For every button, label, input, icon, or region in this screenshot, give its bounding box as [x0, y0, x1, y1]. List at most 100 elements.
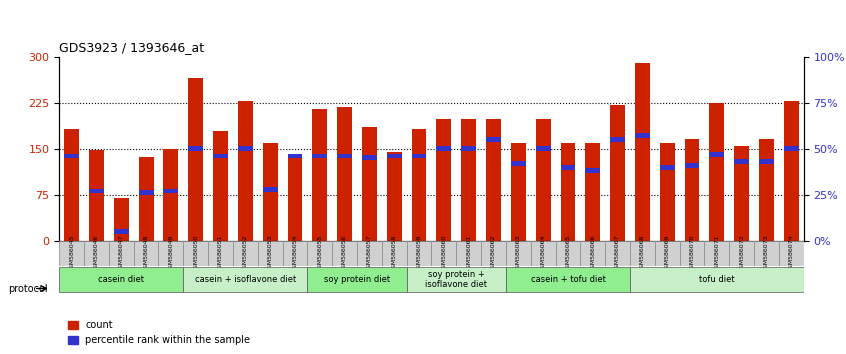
Bar [64, 129, 79, 241]
Bar [660, 165, 674, 170]
Bar [387, 152, 402, 241]
Text: GSM586061: GSM586061 [466, 234, 471, 272]
FancyBboxPatch shape [184, 267, 307, 292]
Bar [561, 165, 575, 170]
Bar [784, 146, 799, 151]
Text: soy protein diet: soy protein diet [324, 275, 390, 284]
Text: GSM586052: GSM586052 [243, 234, 248, 272]
FancyBboxPatch shape [456, 241, 481, 266]
FancyBboxPatch shape [158, 241, 184, 266]
Text: GSM586063: GSM586063 [516, 234, 521, 272]
Text: GSM586073: GSM586073 [764, 234, 769, 272]
Text: soy protein +
isoflavone diet: soy protein + isoflavone diet [426, 270, 487, 289]
Text: GSM586055: GSM586055 [317, 234, 322, 272]
Bar [412, 129, 426, 241]
Text: protocol: protocol [8, 284, 48, 293]
Text: GSM586062: GSM586062 [491, 234, 496, 272]
Text: GSM586068: GSM586068 [640, 234, 645, 272]
Text: GDS3923 / 1393646_at: GDS3923 / 1393646_at [59, 41, 205, 54]
FancyBboxPatch shape [332, 241, 357, 266]
Bar [89, 189, 104, 194]
Bar [213, 154, 228, 159]
Text: GSM586065: GSM586065 [565, 234, 570, 272]
Bar [710, 103, 724, 241]
Bar [263, 187, 277, 192]
Bar [561, 143, 575, 241]
Bar [312, 154, 327, 159]
Bar [189, 146, 203, 151]
Bar [486, 137, 501, 142]
FancyBboxPatch shape [59, 267, 184, 292]
Text: GSM586071: GSM586071 [714, 234, 719, 272]
Bar [189, 78, 203, 241]
Bar [263, 143, 277, 241]
Bar [585, 168, 600, 173]
Text: GSM586057: GSM586057 [367, 234, 372, 272]
Text: tofu diet: tofu diet [699, 275, 734, 284]
FancyBboxPatch shape [779, 241, 804, 266]
FancyBboxPatch shape [382, 241, 407, 266]
Bar [238, 146, 253, 151]
Bar [362, 127, 376, 241]
Bar [660, 143, 674, 241]
Bar [684, 139, 700, 241]
FancyBboxPatch shape [431, 241, 456, 266]
Bar [710, 152, 724, 157]
Bar [734, 145, 749, 241]
FancyBboxPatch shape [357, 241, 382, 266]
FancyBboxPatch shape [506, 267, 630, 292]
FancyBboxPatch shape [407, 241, 431, 266]
Bar [437, 146, 451, 151]
Text: GSM586056: GSM586056 [342, 234, 347, 272]
Text: GSM586048: GSM586048 [144, 234, 149, 272]
Bar [536, 146, 551, 151]
FancyBboxPatch shape [208, 241, 233, 266]
FancyBboxPatch shape [481, 241, 506, 266]
FancyBboxPatch shape [530, 241, 556, 266]
Text: GSM586060: GSM586060 [442, 234, 447, 272]
Text: GSM586070: GSM586070 [689, 234, 695, 272]
Text: GSM586074: GSM586074 [788, 234, 794, 272]
Bar [585, 143, 600, 241]
FancyBboxPatch shape [679, 241, 705, 266]
Text: GSM586050: GSM586050 [193, 234, 198, 272]
Bar [288, 154, 302, 159]
Text: GSM586049: GSM586049 [168, 234, 173, 272]
Text: GSM586072: GSM586072 [739, 234, 744, 272]
Text: casein + isoflavone diet: casein + isoflavone diet [195, 275, 296, 284]
FancyBboxPatch shape [729, 241, 754, 266]
Bar [362, 155, 376, 160]
Text: GSM586047: GSM586047 [118, 234, 124, 272]
Legend: count, percentile rank within the sample: count, percentile rank within the sample [64, 316, 255, 349]
Bar [610, 137, 625, 142]
Bar [163, 149, 179, 241]
Bar [511, 161, 525, 166]
Bar [114, 198, 129, 241]
Bar [64, 154, 79, 159]
FancyBboxPatch shape [184, 241, 208, 266]
FancyBboxPatch shape [134, 241, 158, 266]
FancyBboxPatch shape [84, 241, 109, 266]
FancyBboxPatch shape [705, 241, 729, 266]
Text: GSM586066: GSM586066 [591, 234, 596, 272]
Bar [437, 119, 451, 241]
Bar [412, 154, 426, 159]
Bar [536, 119, 551, 241]
Text: GSM586046: GSM586046 [94, 234, 99, 272]
Bar [486, 119, 501, 241]
Bar [784, 101, 799, 241]
FancyBboxPatch shape [307, 241, 332, 266]
Bar [338, 154, 352, 159]
FancyBboxPatch shape [407, 267, 506, 292]
Bar [461, 119, 476, 241]
Bar [312, 109, 327, 241]
Bar [610, 104, 625, 241]
FancyBboxPatch shape [258, 241, 283, 266]
Bar [635, 63, 650, 241]
FancyBboxPatch shape [580, 241, 605, 266]
Text: GSM586067: GSM586067 [615, 234, 620, 272]
Text: GSM586051: GSM586051 [218, 234, 223, 272]
Text: casein diet: casein diet [98, 275, 145, 284]
Text: GSM586059: GSM586059 [416, 234, 421, 272]
Bar [734, 159, 749, 164]
